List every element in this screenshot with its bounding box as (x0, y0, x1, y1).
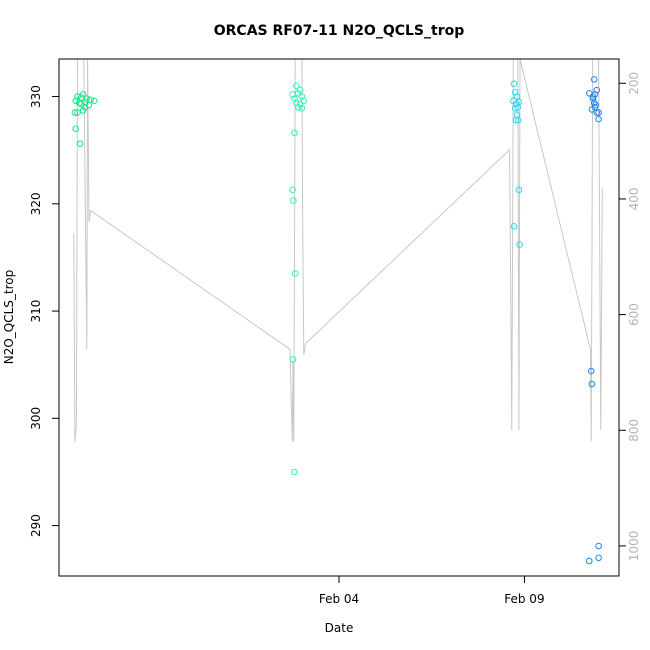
data-point (293, 82, 300, 90)
data-point (515, 98, 523, 106)
data-point (79, 91, 87, 98)
data-point (291, 95, 298, 102)
points-layer (71, 76, 602, 565)
y-tick-label: 310 (29, 300, 43, 323)
data-point (74, 109, 81, 116)
data-point (588, 106, 596, 113)
data-point (71, 109, 79, 116)
data-point (511, 89, 519, 96)
data-point (298, 105, 306, 112)
data-point (595, 542, 602, 550)
data-point (592, 101, 599, 109)
data-point (87, 96, 94, 104)
data-point (510, 223, 518, 230)
data-point (513, 111, 521, 119)
data-point (291, 468, 298, 476)
data-point (595, 115, 602, 123)
x-axis-label: Date (325, 621, 354, 635)
y-tick-label: 290 (29, 514, 43, 537)
data-point (289, 186, 296, 194)
data-point (81, 104, 89, 111)
data-point (587, 367, 595, 375)
data-point (291, 129, 298, 137)
data-point (298, 93, 306, 100)
data-point (586, 90, 593, 97)
data-point (591, 91, 599, 98)
pressure-trace-layer (73, 58, 603, 442)
right-tick-label: 800 (627, 419, 641, 442)
axes-layer: Feb 04 Feb 09 290 300 310 320 330 200 400 600 800 1… (29, 72, 641, 606)
data-point (512, 116, 520, 124)
data-point (516, 241, 523, 248)
data-point (289, 356, 297, 363)
data-point (589, 95, 597, 102)
data-point (593, 109, 601, 116)
data-point (296, 100, 304, 108)
right-tick-label: 1000 (627, 531, 641, 562)
data-point (510, 80, 518, 87)
data-point (290, 197, 297, 204)
data-point (593, 86, 601, 94)
data-point (83, 95, 91, 102)
data-point (300, 97, 308, 105)
data-point (90, 97, 98, 105)
data-point (79, 107, 87, 114)
x-tick-label: Feb 09 (504, 592, 544, 606)
right-tick-label: 200 (627, 72, 641, 95)
data-point (72, 125, 79, 132)
right-tick-label: 600 (627, 303, 641, 326)
data-point (515, 186, 523, 194)
y-tick-label: 330 (29, 85, 43, 108)
data-point (291, 270, 299, 277)
x-tick-label: Feb 04 (319, 592, 359, 606)
data-point (595, 109, 602, 116)
y-tick-label: 320 (29, 192, 43, 215)
data-point (511, 105, 519, 112)
y-tick-label: 300 (29, 407, 43, 430)
data-point (590, 76, 598, 83)
data-point (294, 104, 302, 111)
data-point (78, 100, 85, 108)
pressure-trace-line (73, 58, 603, 442)
data-point (76, 140, 84, 147)
data-point (514, 116, 522, 124)
data-point (74, 93, 81, 100)
data-point (294, 90, 302, 97)
right-tick-label: 400 (627, 187, 641, 210)
data-point (589, 93, 597, 100)
data-point (588, 380, 596, 388)
data-point (293, 99, 300, 107)
y-axis-label: N2O_QCLS_trop (2, 270, 16, 365)
data-point (586, 557, 593, 565)
data-point (296, 86, 304, 94)
plot-frame (58, 58, 620, 577)
data-point (595, 554, 602, 562)
chart-title: ORCAS RF07-11 N2O_QCLS_trop (214, 23, 465, 39)
